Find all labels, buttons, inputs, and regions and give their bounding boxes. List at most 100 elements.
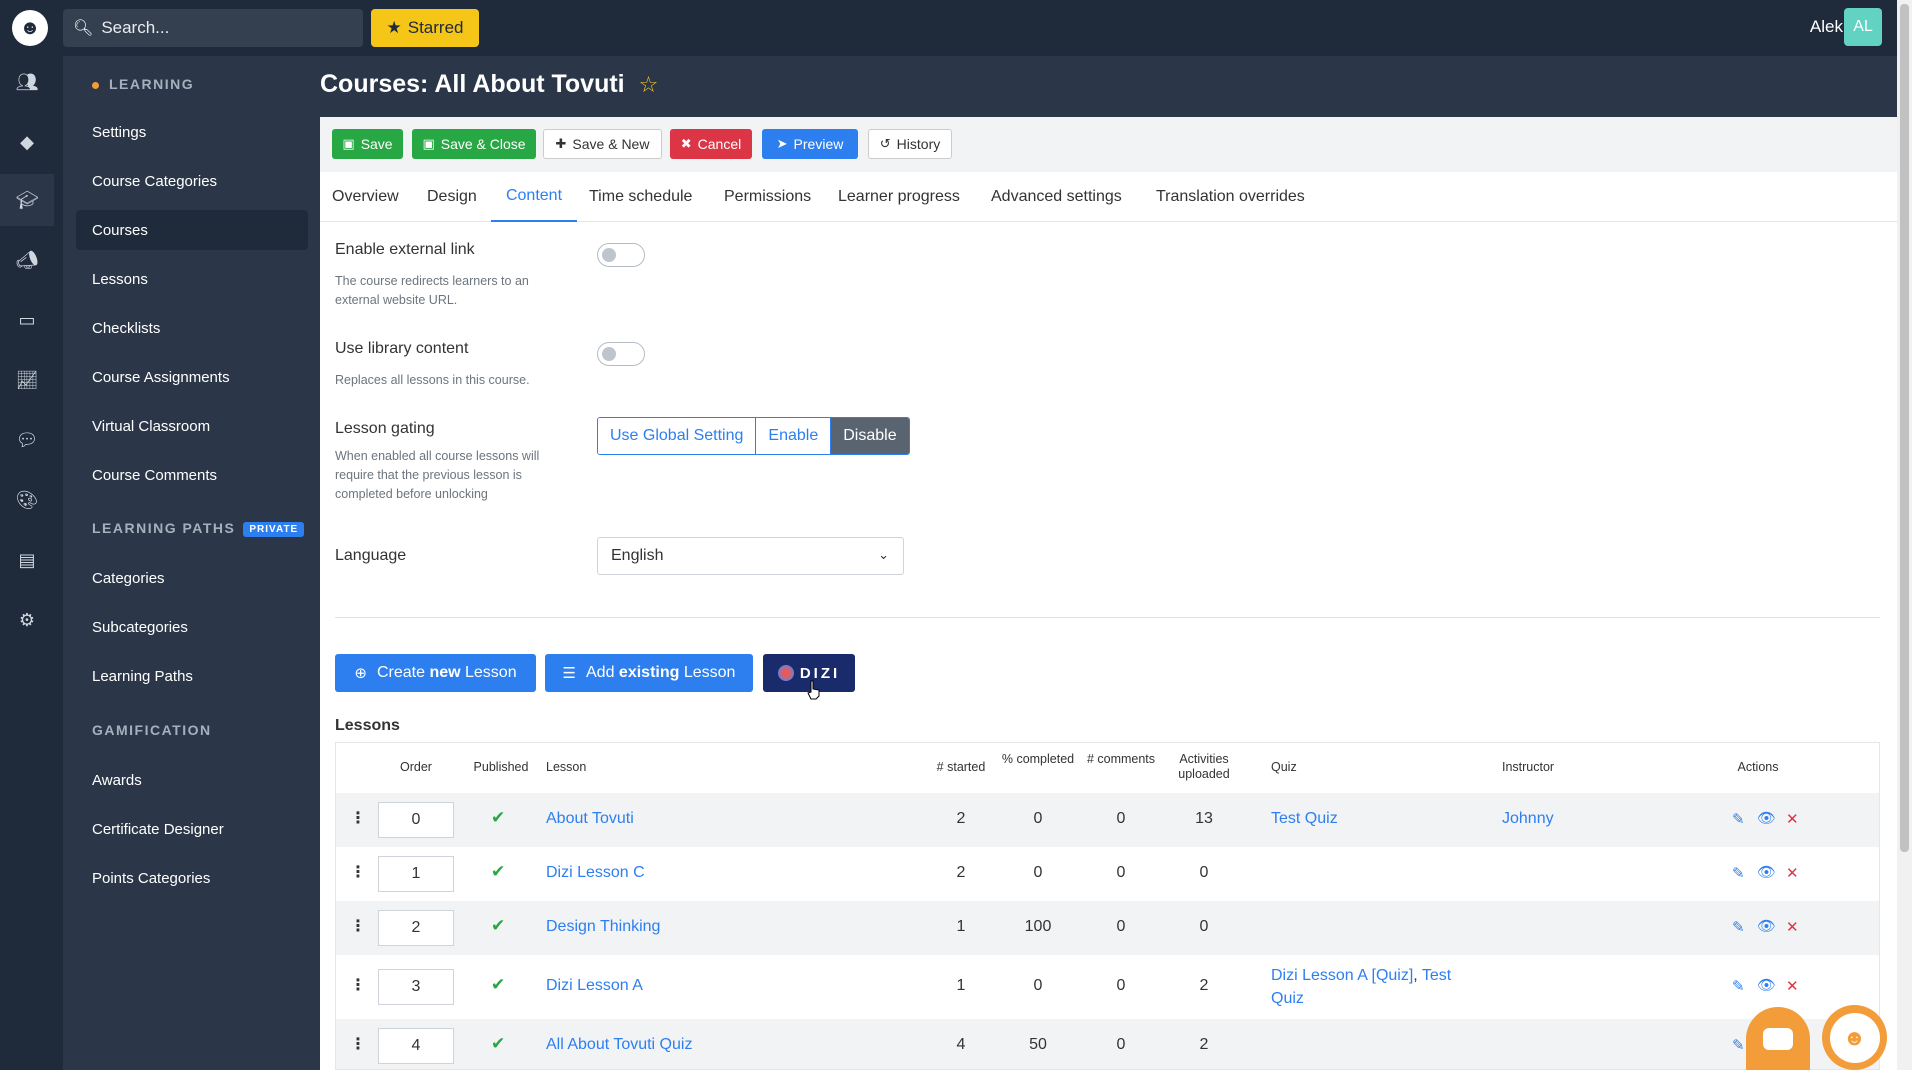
order-input[interactable]: 3	[378, 969, 454, 1005]
edit-icon[interactable]: ✎	[1732, 1037, 1745, 1054]
drag-handle-icon[interactable]: ⋮	[350, 1036, 366, 1053]
eye-icon[interactable]: 👁︎	[1757, 977, 1777, 994]
eye-icon[interactable]: 👁︎	[1757, 864, 1777, 881]
library-content-toggle[interactable]	[597, 342, 645, 366]
published-check-icon[interactable]: ✔	[491, 975, 506, 994]
quiz-link[interactable]: Dizi Lesson A [Quiz]	[1271, 967, 1414, 984]
delete-icon[interactable]: ✕	[1786, 811, 1799, 828]
external-link-toggle[interactable]	[597, 243, 645, 267]
sidebar-item-subcategories[interactable]: Subcategories	[92, 618, 188, 636]
col-published: Published	[473, 760, 529, 774]
published-check-icon[interactable]: ✔	[491, 1034, 506, 1053]
ticket-icon[interactable]: ▭	[18, 309, 36, 330]
sidebar-item-course-categories[interactable]: Course Categories	[92, 172, 218, 190]
sidebar-item-points-categories[interactable]: Points Categories	[92, 869, 211, 887]
instructor-link[interactable]: Johnny	[1502, 810, 1554, 827]
sidebar-item-checklists[interactable]: Checklists	[92, 319, 161, 337]
lesson-link[interactable]: All About Tovuti Quiz	[546, 1036, 693, 1053]
delete-icon[interactable]: ✕	[1786, 978, 1799, 995]
user-name[interactable]: Alek	[1809, 17, 1843, 36]
cube-icon[interactable]: ◆	[20, 131, 34, 152]
tab-time-schedule[interactable]: Time schedule	[589, 188, 693, 205]
col-activities: Activities uploaded	[1178, 752, 1230, 781]
order-input[interactable]: 0	[378, 802, 454, 838]
sidebar-item-courses[interactable]: Courses	[76, 210, 308, 250]
chat-icon[interactable]: 💬︎	[15, 429, 39, 450]
sidebar-item-course-comments[interactable]: Course Comments	[92, 466, 218, 484]
tab-permissions[interactable]: Permissions	[724, 188, 812, 205]
drag-handle-icon[interactable]: ⋮	[350, 977, 366, 994]
save-close-button[interactable]: ▣ Save & Close	[412, 129, 536, 159]
edit-icon[interactable]: ✎	[1732, 811, 1745, 828]
sidebar-item-lessons[interactable]: Lessons	[92, 270, 148, 288]
tab-design[interactable]: Design	[427, 188, 477, 205]
calendar-icon[interactable]: ▤	[18, 549, 36, 570]
lesson-link[interactable]: Dizi Lesson C	[546, 864, 645, 881]
tab-content[interactable]: Content	[491, 172, 577, 222]
sidebar-item-categories[interactable]: Categories	[92, 569, 165, 587]
scrollbar-thumb[interactable]	[1900, 4, 1909, 852]
create-new-lesson-button[interactable]: ⊕ Create new Lesson	[335, 654, 536, 692]
edit-icon[interactable]: ✎	[1732, 865, 1745, 882]
edit-icon[interactable]: ✎	[1732, 919, 1745, 936]
language-select[interactable]: English ⌄	[597, 537, 904, 575]
drag-handle-icon[interactable]: ⋮	[350, 864, 366, 881]
lesson-link[interactable]: About Tovuti	[546, 810, 634, 827]
dizi-button[interactable]: DIZI	[763, 654, 855, 692]
sidebar-item-certificate-designer[interactable]: Certificate Designer	[92, 820, 224, 838]
published-check-icon[interactable]: ✔	[491, 916, 506, 935]
published-check-icon[interactable]: ✔	[491, 862, 506, 881]
chat-launcher-button[interactable]	[1746, 1007, 1810, 1070]
order-input[interactable]: 4	[378, 1028, 454, 1064]
avatar[interactable]: AL	[1844, 8, 1882, 46]
cancel-button[interactable]: ✖ Cancel	[670, 129, 752, 159]
tab-translation-overrides[interactable]: Translation overrides	[1156, 188, 1305, 205]
graduation-cap-icon[interactable]: 🎓︎	[0, 174, 54, 226]
save-new-button[interactable]: ✚ Save & New	[543, 129, 662, 159]
tovuti-logo[interactable]: ☻	[12, 10, 48, 46]
sidebar-item-learning-paths[interactable]: Learning Paths	[92, 667, 193, 685]
users-icon[interactable]: 👥︎	[15, 71, 39, 92]
gating-enable[interactable]: Enable	[756, 418, 832, 454]
tab-advanced-settings[interactable]: Advanced settings	[991, 188, 1122, 205]
delete-icon[interactable]: ✕	[1786, 865, 1799, 882]
megaphone-icon[interactable]: 📣︎	[15, 249, 39, 270]
quiz-link[interactable]: Test Quiz	[1271, 967, 1452, 1007]
col-instructor: Instructor	[1502, 760, 1555, 774]
sidebar-item-course-assignments[interactable]: Course Assignments	[92, 368, 230, 386]
search-input[interactable]: 🔍︎ Search...	[63, 9, 363, 47]
quiz-link[interactable]: Test Quiz	[1271, 810, 1338, 827]
published-check-icon[interactable]: ✔	[491, 808, 506, 827]
tab-learner-progress[interactable]: Learner progress	[838, 188, 960, 205]
drag-handle-icon[interactable]: ⋮	[350, 810, 366, 827]
delete-icon[interactable]: ✕	[1786, 919, 1799, 936]
table-row: ⋮ 3 ✔ Dizi Lesson A 1 0 0 2 Dizi Lesson …	[336, 955, 1879, 1019]
toggle-knob	[602, 347, 616, 361]
helper-launcher-button[interactable]: ☻	[1822, 1005, 1887, 1070]
drag-handle-icon[interactable]: ⋮	[350, 918, 366, 935]
save-button[interactable]: ▣ Save	[332, 129, 403, 159]
preview-button[interactable]: ➤ Preview	[762, 129, 858, 159]
page-scrollbar[interactable]	[1897, 0, 1912, 1070]
sidebar-item-awards[interactable]: Awards	[92, 771, 142, 789]
sidebar-item-settings[interactable]: Settings	[92, 123, 147, 141]
gating-global-setting[interactable]: Use Global Setting	[598, 418, 757, 454]
star-outline-icon[interactable]: ☆	[638, 71, 659, 97]
status-dot-icon	[92, 81, 99, 89]
eye-icon[interactable]: 👁︎	[1757, 918, 1777, 935]
edit-icon[interactable]: ✎	[1732, 978, 1745, 995]
order-input[interactable]: 1	[378, 856, 454, 892]
palette-icon[interactable]: 🎨︎	[15, 489, 39, 510]
order-input[interactable]: 2	[378, 910, 454, 946]
starred-button[interactable]: ★ Starred	[371, 9, 479, 47]
gating-disable[interactable]: Disable	[831, 418, 909, 454]
sidebar-item-virtual-classroom[interactable]: Virtual Classroom	[92, 417, 211, 435]
eye-icon[interactable]: 👁︎	[1757, 810, 1777, 827]
gear-icon[interactable]: ⚙	[18, 609, 36, 630]
lesson-link[interactable]: Dizi Lesson A	[546, 977, 643, 994]
tab-overview[interactable]: Overview	[332, 188, 399, 205]
lesson-link[interactable]: Design Thinking	[546, 918, 661, 935]
history-button[interactable]: ↺ History	[868, 129, 952, 159]
add-existing-lesson-button[interactable]: ☰ Add existing Lesson	[545, 654, 753, 692]
chart-icon[interactable]: 📈︎	[15, 369, 39, 390]
